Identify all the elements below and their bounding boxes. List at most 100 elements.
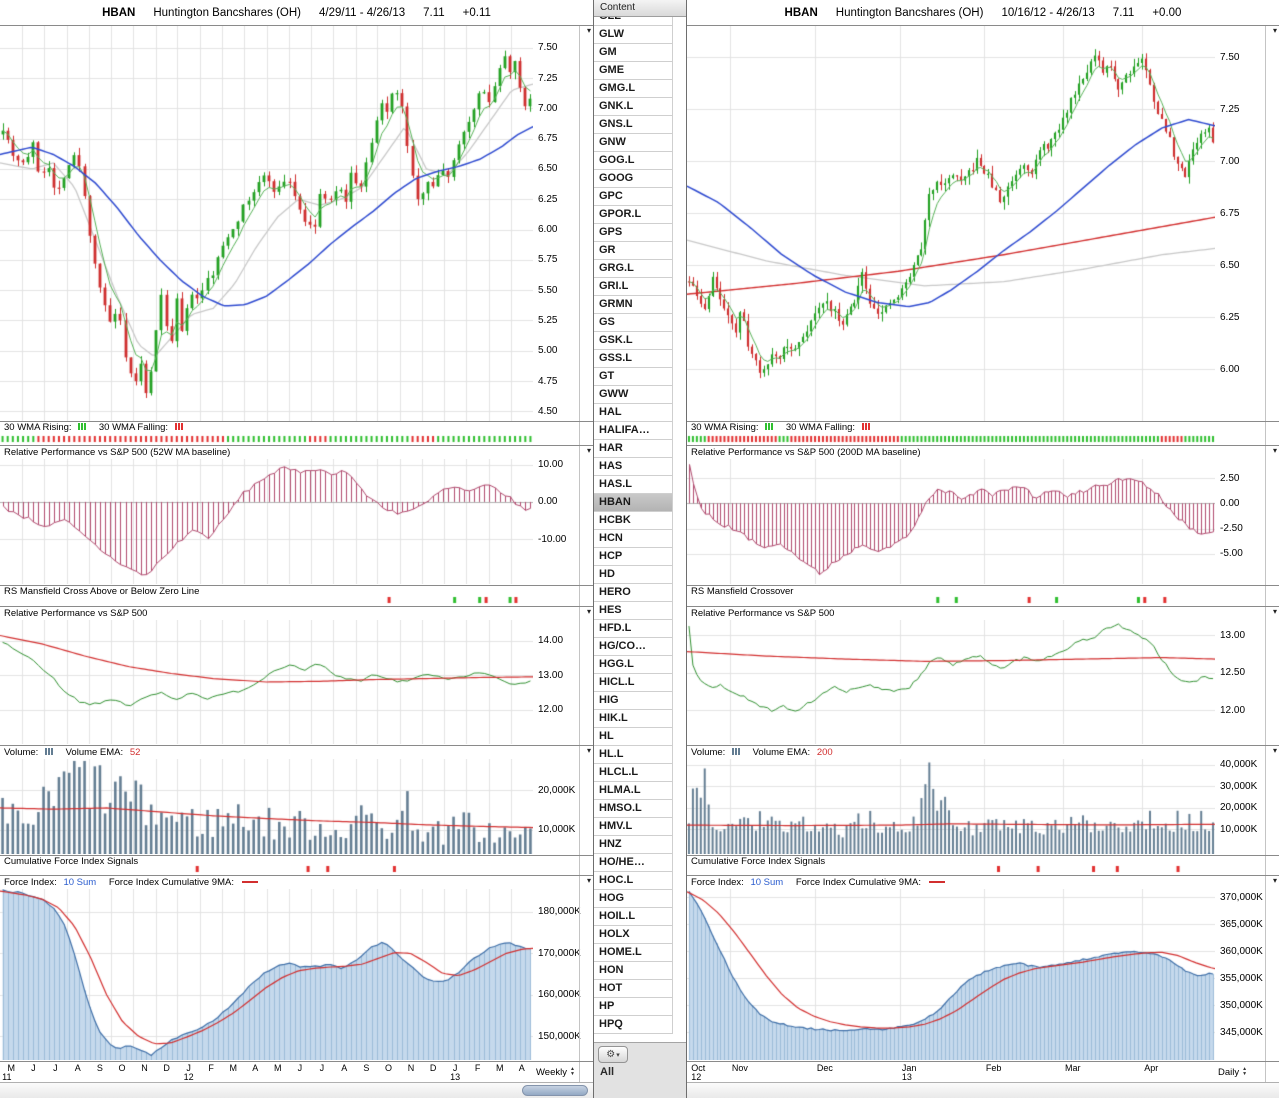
panel-disclosure-icon[interactable]: ▾ bbox=[586, 746, 591, 755]
date-axis: M J J A S O N D J F M A M J J A S O N D J F M A 11 12 13 Weekly ▲ ▼ bbox=[0, 1062, 593, 1082]
ticker-list-item[interactable]: GME bbox=[594, 62, 673, 80]
ticker-list-item[interactable]: HOME.L bbox=[594, 944, 673, 962]
list-header[interactable]: Content bbox=[594, 0, 686, 17]
ticker-list-item[interactable]: GOG.L bbox=[594, 152, 673, 170]
price-canvas[interactable] bbox=[687, 26, 1215, 421]
ticker-list-item[interactable]: HOG bbox=[594, 890, 673, 908]
ticker-list-item[interactable]: HIK.L bbox=[594, 710, 673, 728]
ticker-list-item[interactable]: GLL bbox=[594, 17, 673, 26]
ticker-list-item[interactable]: HIG bbox=[594, 692, 673, 710]
panel-disclosure-icon[interactable]: ▾ bbox=[1272, 446, 1277, 455]
price-canvas[interactable] bbox=[0, 26, 533, 421]
ticker-list-item[interactable]: GR bbox=[594, 242, 673, 260]
ticker-list-item[interactable]: HP bbox=[594, 998, 673, 1016]
timeframe-selector[interactable]: Daily bbox=[1218, 1066, 1240, 1078]
timeframe-selector[interactable]: Weekly bbox=[536, 1066, 567, 1078]
force-index-header: Force Index: 10 Sum Force Index Cumulati… bbox=[687, 876, 1215, 889]
price-chart-section: ▾ 7.50 7.25 7.00 6.75 6.50 6.25 6.00 bbox=[687, 26, 1279, 422]
ticker-list-item[interactable]: HAS bbox=[594, 458, 673, 476]
ticker-list-item[interactable]: GNS.L bbox=[594, 116, 673, 134]
ticker-list-item[interactable]: HPQ bbox=[594, 1016, 673, 1034]
ticker-list-item[interactable]: HO/HE… bbox=[594, 854, 673, 872]
ticker-list[interactable]: GLLGLWGMGMEGMG.LGNK.LGNS.LGNWGOG.LGOOGGP… bbox=[594, 17, 686, 1042]
ticker-list-item[interactable]: GOOG bbox=[594, 170, 673, 188]
volume-canvas bbox=[687, 759, 1215, 854]
panel-disclosure-icon[interactable]: ▾ bbox=[1272, 746, 1277, 755]
force-index-section: Force Index: 10 Sum Force Index Cumulati… bbox=[687, 876, 1279, 1062]
axis-tick-label: -5.00 bbox=[1220, 548, 1243, 560]
force-index-header: Force Index: 10 Sum Force Index Cumulati… bbox=[0, 876, 533, 889]
ticker-list-item[interactable]: HMSO.L bbox=[594, 800, 673, 818]
axis-tick-label: 5.00 bbox=[538, 345, 558, 357]
ticker-list-item[interactable]: HD bbox=[594, 566, 673, 584]
wma-rising-label: 30 WMA Rising: bbox=[691, 422, 759, 433]
ticker-list-item[interactable]: GPOR.L bbox=[594, 206, 673, 224]
ticker-list-item[interactable]: HL.L bbox=[594, 746, 673, 764]
ticker-list-item[interactable]: GS bbox=[594, 314, 673, 332]
price-plot[interactable] bbox=[687, 26, 1215, 421]
panel-disclosure-icon[interactable]: ▾ bbox=[1272, 876, 1277, 885]
timeframe-control[interactable]: Weekly ▲ ▼ bbox=[533, 1062, 593, 1082]
ticker-list-item[interactable]: GNW bbox=[594, 134, 673, 152]
ticker-list-item[interactable]: HOC.L bbox=[594, 872, 673, 890]
ticker-list-item[interactable]: HAL bbox=[594, 404, 673, 422]
panel-disclosure-icon[interactable]: ▾ bbox=[586, 26, 591, 35]
panel-disclosure-icon[interactable]: ▾ bbox=[1272, 26, 1277, 35]
price-plot[interactable] bbox=[0, 26, 533, 421]
ticker-list-item[interactable]: GRG.L bbox=[594, 260, 673, 278]
ticker-list-item[interactable]: HCN bbox=[594, 530, 673, 548]
ticker-list-item[interactable]: GPC bbox=[594, 188, 673, 206]
wma-strip-header: 30 WMA Rising: 30 WMA Falling: bbox=[687, 422, 1215, 434]
ticker-list-item[interactable]: GRI.L bbox=[594, 278, 673, 296]
ticker-list-item[interactable]: GM bbox=[594, 44, 673, 62]
ticker-list-item[interactable]: GPS bbox=[594, 224, 673, 242]
ticker-list-item[interactable]: HGG.L bbox=[594, 656, 673, 674]
ticker-list-item[interactable]: HBAN bbox=[594, 494, 673, 512]
rs-line-canvas bbox=[687, 620, 1215, 744]
ticker-list-item[interactable]: GT bbox=[594, 368, 673, 386]
ticker-list-item[interactable]: HICL.L bbox=[594, 674, 673, 692]
month-label: S bbox=[363, 1063, 370, 1073]
timeframe-stepper-icon[interactable]: ▲ ▼ bbox=[569, 1066, 575, 1077]
ticker-list-item[interactable]: HL bbox=[594, 728, 673, 746]
ticker-list-item[interactable]: HFD.L bbox=[594, 620, 673, 638]
ticker-list-item[interactable]: HCBK bbox=[594, 512, 673, 530]
ticker-list-item[interactable]: HALIFA… bbox=[594, 422, 673, 440]
panel-disclosure-icon[interactable]: ▾ bbox=[586, 607, 591, 616]
horizontal-scrollbar[interactable] bbox=[687, 1082, 1279, 1098]
ticker-list-item[interactable]: HERO bbox=[594, 584, 673, 602]
list-actions-button[interactable]: ⚙ ▾ bbox=[598, 1046, 628, 1063]
month-label: A bbox=[74, 1063, 81, 1073]
ticker-list-item[interactable]: GNK.L bbox=[594, 98, 673, 116]
ticker-list-item[interactable]: GLW bbox=[594, 26, 673, 44]
ticker-list-item[interactable]: HOT bbox=[594, 980, 673, 998]
panel-disclosure-icon[interactable]: ▾ bbox=[1272, 607, 1277, 616]
ticker-list-item[interactable]: GMG.L bbox=[594, 80, 673, 98]
ticker-list-item[interactable]: HCP bbox=[594, 548, 673, 566]
ticker-list-item[interactable]: GWW bbox=[594, 386, 673, 404]
ticker-list-item[interactable]: HAS.L bbox=[594, 476, 673, 494]
ticker-list-item[interactable]: HLMA.L bbox=[594, 782, 673, 800]
ticker-list-item[interactable]: HON bbox=[594, 962, 673, 980]
panel-disclosure-icon[interactable]: ▾ bbox=[586, 446, 591, 455]
ticker-list-item[interactable]: GSS.L bbox=[594, 350, 673, 368]
cfi-signal-canvas bbox=[687, 856, 1215, 875]
ticker-list-item[interactable]: HLCL.L bbox=[594, 764, 673, 782]
ticker-list-item[interactable]: HG/CO… bbox=[594, 638, 673, 656]
ticker-list-item[interactable]: HMV.L bbox=[594, 818, 673, 836]
scrollbar-thumb[interactable] bbox=[522, 1085, 588, 1096]
timeframe-control[interactable]: Daily ▲ ▼ bbox=[1215, 1062, 1279, 1082]
ticker-list-item[interactable]: HAR bbox=[594, 440, 673, 458]
ticker-list-item[interactable]: HOIL.L bbox=[594, 908, 673, 926]
ticker-list-item[interactable]: HES bbox=[594, 602, 673, 620]
ticker-list-item[interactable]: GSK.L bbox=[594, 332, 673, 350]
panel-disclosure-icon[interactable]: ▾ bbox=[586, 876, 591, 885]
wma-falling-label: 30 WMA Falling: bbox=[785, 422, 856, 433]
ticker-list-item[interactable]: HNZ bbox=[594, 836, 673, 854]
horizontal-scrollbar[interactable] bbox=[0, 1082, 593, 1098]
ticker-list-item[interactable]: GRMN bbox=[594, 296, 673, 314]
ticker-list-item[interactable]: HOLX bbox=[594, 926, 673, 944]
timeframe-stepper-icon[interactable]: ▲ ▼ bbox=[1242, 1066, 1248, 1077]
month-label: M bbox=[229, 1063, 237, 1073]
